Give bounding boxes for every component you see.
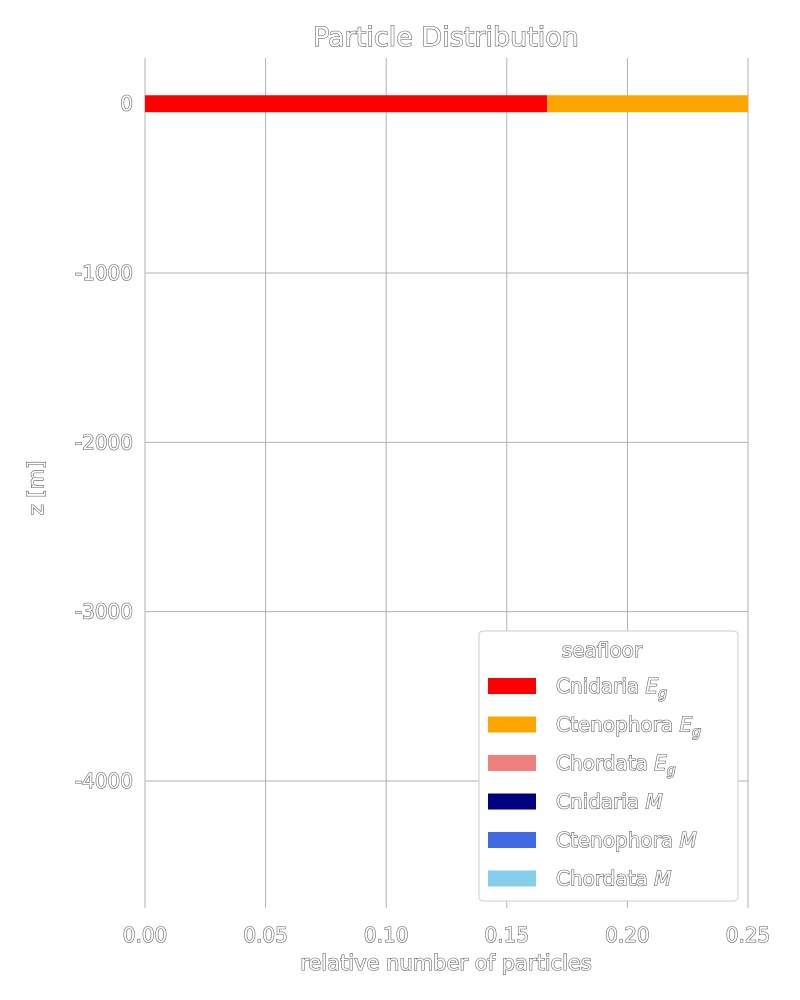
- legend: seafloor Cnidaria Eg Ctenophora Eg Chordat…: [478, 630, 739, 902]
- x-tick-label: 0.10: [364, 923, 409, 947]
- y-tick-label: -3000: [75, 600, 133, 624]
- x-tick-label: 0.00: [123, 923, 168, 947]
- legend-swatch: [488, 832, 536, 848]
- legend-swatch: [488, 793, 536, 810]
- y-axis-label: z [m]: [24, 461, 48, 516]
- legend-entry-label: Ctenophora M: [556, 828, 697, 852]
- legend-entry-label: Chordata Eg: [556, 751, 676, 779]
- x-tick-label: 0.25: [726, 923, 771, 947]
- y-tick-label: 0: [120, 92, 133, 116]
- y-tick-label: -2000: [75, 430, 133, 454]
- bars: [145, 95, 748, 113]
- bar-segment: [145, 95, 548, 113]
- y-tick-label: -1000: [75, 261, 133, 285]
- legend-frame: [478, 630, 739, 902]
- legend-title: seafloor: [562, 638, 643, 662]
- legend-swatch: [488, 716, 536, 733]
- legend-entry-label: Cnidaria Eg: [556, 674, 667, 702]
- legend-swatch: [488, 678, 536, 694]
- x-axis-label: relative number of particles: [300, 951, 592, 975]
- y-tick-labels: 0 -1000 -2000 -3000 -4000: [74, 91, 133, 793]
- x-tick-label: 0.20: [605, 923, 650, 947]
- legend-swatch: [488, 870, 536, 887]
- bar-segment: [547, 95, 748, 113]
- legend-entry-label: Cnidaria M: [556, 790, 663, 814]
- y-tick-label: -4000: [75, 769, 133, 793]
- x-tick-label: 0.05: [243, 923, 288, 947]
- legend-entries: Cnidaria Eg Ctenophora Eg Chordata Eg Cnida…: [488, 673, 702, 891]
- x-tick-label: 0.15: [485, 923, 530, 947]
- x-tick-labels: 0.00 0.05 0.10 0.15 0.20 0.25: [122, 922, 771, 947]
- grid-lines: [144, 58, 749, 908]
- legend-entry-label: Ctenophora Eg: [556, 713, 701, 741]
- chart-title: Particle Distribution: [313, 22, 579, 53]
- legend-swatch: [488, 755, 536, 771]
- legend-entry-label: Chordata M: [556, 867, 671, 891]
